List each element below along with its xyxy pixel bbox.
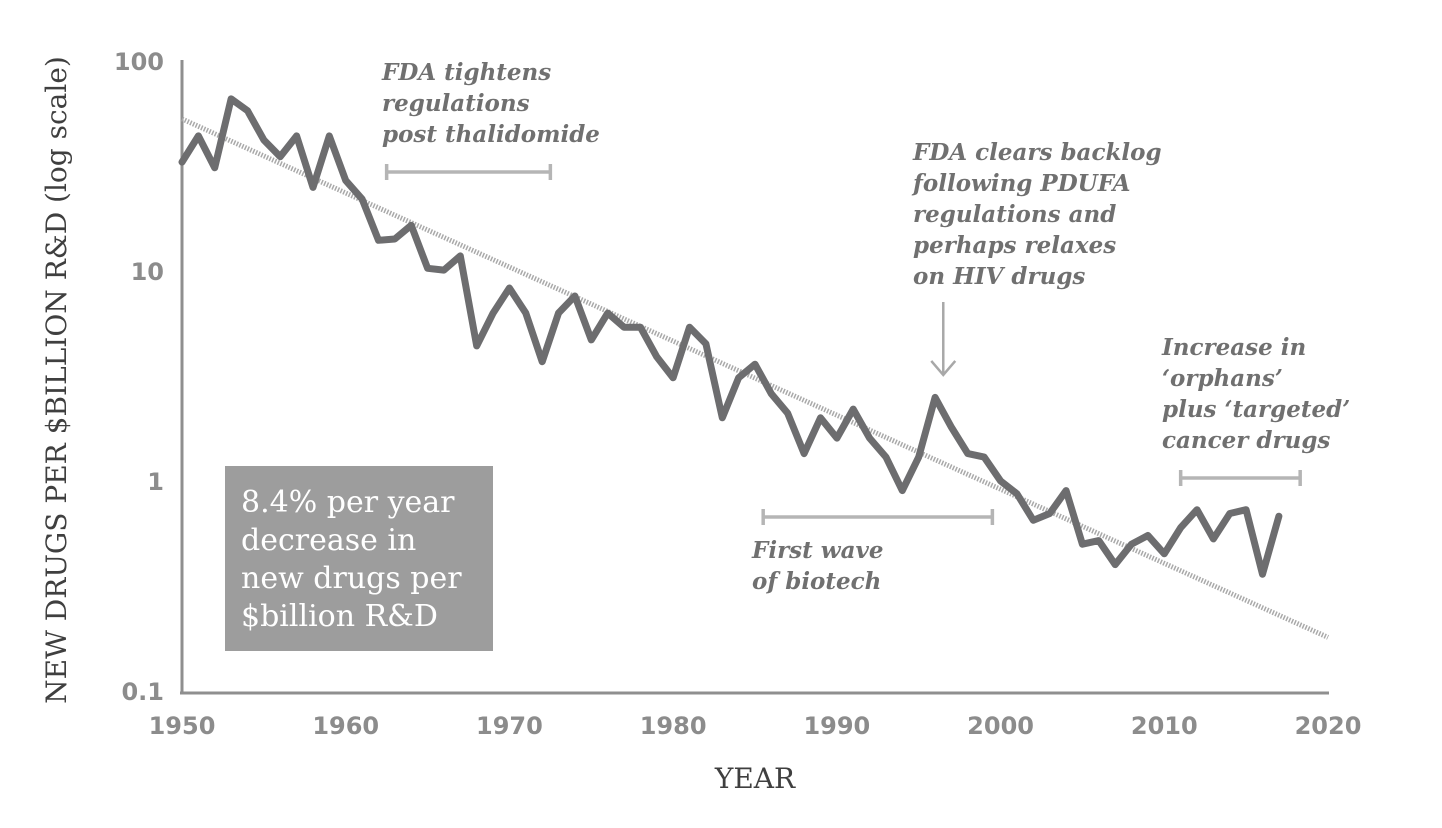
callout-line-3: new drugs per [241, 561, 462, 596]
annotation-fda-clears-line: perhaps relaxes [913, 232, 1116, 259]
plot-area [178, 60, 1330, 695]
series-line [178, 95, 1283, 578]
annotation-fda-tightens-line: post thalidomide [382, 121, 600, 148]
y-tick-label: 1 [147, 468, 164, 496]
tick-labels: 1950 1960 1970 1980 1990 2000 2010 2020 100 10 1 0.… [114, 48, 1362, 740]
annotation-fda-clears-line: FDA clears backlog [912, 139, 1162, 166]
annotation-biotech-bracket [761, 509, 995, 525]
annotation-biotech-line: First wave [751, 537, 883, 564]
x-tick-label: 1970 [476, 712, 543, 740]
annotation-orphans-line: Increase in [1161, 334, 1306, 361]
callout-line-1: 8.4% per year [241, 485, 455, 520]
x-tick-label: 1990 [803, 712, 870, 740]
annotation-fda-clears-line: on HIV drugs [913, 263, 1085, 290]
annotations: FDA tightens regulations post thalidomide F… [381, 59, 1350, 595]
x-tick-label: 1980 [640, 712, 707, 740]
y-axis-title: NEW DRUGS PER $BILLION R&D (log scale) [40, 56, 73, 704]
annotation-orphans-line: ‘orphans’ [1162, 365, 1283, 392]
annotation-fda-tightens-line: regulations [382, 90, 530, 117]
callout-background [225, 466, 493, 651]
callout-line-2: decrease in [241, 523, 416, 558]
x-tick-label: 2000 [967, 712, 1034, 740]
annotation-orphans-line: plus ‘targeted’ [1162, 396, 1350, 423]
x-tick-label: 1950 [149, 712, 216, 740]
y-tick-label: 100 [114, 48, 164, 76]
annotation-fda-clears-arrow [930, 302, 957, 377]
annotation-fda-tightens-bracket [384, 164, 553, 180]
annotation-fda-tightens-line: FDA tightens [381, 59, 551, 86]
callout-line-4: $billion R&D [241, 599, 438, 634]
annotation-orphans-bracket [1178, 470, 1302, 486]
callout-box: 8.4% per year decrease in new drugs per … [225, 466, 493, 651]
annotation-fda-clears-line: following PDUFA [911, 170, 1131, 197]
x-tick-label: 1960 [312, 712, 379, 740]
annotation-fda-clears-line: regulations and [913, 201, 1116, 228]
x-tick-label: 2010 [1131, 712, 1198, 740]
x-tick-label: 2020 [1295, 712, 1362, 740]
annotation-orphans-line: cancer drugs [1162, 427, 1330, 454]
trend-line [180, 116, 1330, 640]
y-tick-label: 10 [131, 258, 164, 286]
y-tick-label: 0.1 [121, 678, 164, 706]
x-axis-title: YEAR [714, 762, 796, 795]
annotation-biotech-line: of biotech [752, 568, 881, 595]
